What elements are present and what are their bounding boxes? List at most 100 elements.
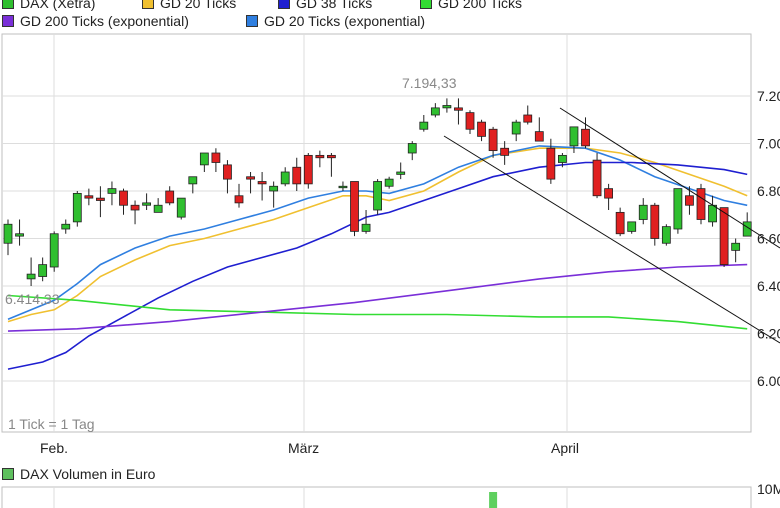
candle-body: [61, 223, 71, 230]
candle-body: [546, 147, 556, 180]
candle-body: [338, 185, 348, 189]
candle-body: [176, 197, 186, 218]
candle-body: [280, 171, 290, 185]
candle-body: [38, 264, 48, 277]
volume-legend-label: DAX Volumen in Euro: [20, 466, 156, 482]
candle-body: [188, 176, 198, 185]
y-tick-label: 6.00: [757, 373, 780, 389]
candle-body: [384, 178, 394, 187]
trend-line-lower: [443, 135, 780, 344]
legend-gd20-exp[interactable]: GD 20 Ticks (exponential): [246, 13, 425, 29]
legend-label: GD 20 Ticks (exponential): [264, 13, 426, 29]
candle-body: [534, 131, 544, 142]
candle-body: [326, 154, 336, 159]
candle-body: [523, 114, 533, 123]
candle-body: [246, 176, 255, 180]
candle-body: [199, 152, 209, 166]
candle-body: [650, 204, 660, 239]
legend-dax-xetra[interactable]: DAX (Xetra): [2, 0, 95, 11]
candle-body: [211, 152, 221, 163]
candle-body: [96, 197, 105, 201]
legend-gd200-exp[interactable]: GD 200 Ticks (exponential): [2, 13, 189, 29]
volume-axis-label: 10M: [757, 481, 780, 497]
legend-swatch-icon: [420, 0, 432, 9]
candle-body: [708, 204, 717, 223]
legend-label: GD 200 Ticks (exponential): [20, 13, 189, 29]
candle-body: [488, 128, 498, 152]
candle-body: [72, 192, 82, 223]
candle-body: [292, 166, 302, 185]
candle-body: [558, 154, 567, 163]
candle-body: [685, 195, 694, 206]
candle-body: [604, 188, 613, 199]
candle-body: [350, 181, 359, 232]
candle-body: [581, 128, 590, 147]
candle-body: [269, 185, 279, 192]
candle-body: [303, 154, 313, 185]
candle-body: [661, 226, 671, 244]
candle-body: [442, 105, 452, 109]
candle-body: [615, 211, 625, 235]
legend-label: GD 200 Ticks: [438, 0, 523, 11]
candle-body: [26, 273, 36, 280]
candle-body: [315, 154, 325, 159]
candle-body: [419, 121, 429, 130]
candle-body: [153, 204, 163, 213]
volume-legend[interactable]: DAX Volumen in Euro: [2, 466, 155, 482]
legend-swatch-icon: [246, 15, 258, 27]
candle-body: [3, 223, 13, 244]
series-line: [7, 263, 748, 332]
candle-body: [15, 233, 24, 237]
tick-note: 1 Tick = 1 Tag: [8, 416, 95, 432]
volume-pane: [1, 486, 752, 508]
legend-swatch-icon: [2, 0, 14, 9]
candle-body: [638, 204, 648, 220]
candle-body: [257, 181, 267, 185]
x-tick-label: April: [551, 440, 579, 456]
candle-body: [130, 204, 140, 211]
legend-gd38[interactable]: GD 38 Ticks: [278, 0, 372, 11]
legend-label: DAX (Xetra): [20, 0, 96, 11]
candle-body: [142, 202, 152, 206]
x-tick-label: März: [288, 440, 319, 456]
trend-line-upper: [559, 107, 780, 249]
candle-body: [569, 126, 579, 147]
plot-area: [1, 33, 752, 433]
legend-label: GD 38 Ticks: [296, 0, 373, 11]
candle-body: [511, 121, 521, 135]
candle-body: [627, 221, 637, 232]
legend-gd20[interactable]: GD 20 Ticks: [142, 0, 236, 11]
legend-label: GD 20 Ticks: [160, 0, 237, 11]
legend-swatch-icon: [142, 0, 154, 9]
candle-body: [454, 107, 463, 111]
legend-swatch-icon: [2, 15, 14, 27]
candle-body: [396, 171, 406, 175]
candle-body: [430, 107, 440, 116]
candle-body: [223, 164, 232, 180]
candle-body: [477, 121, 486, 137]
y-tick-label: 7.20: [757, 88, 780, 104]
candle-body: [107, 188, 117, 194]
candle-body: [373, 181, 383, 211]
candle-body: [742, 221, 752, 237]
y-tick-label: 6.80: [757, 183, 780, 199]
candle-body: [165, 190, 175, 204]
y-tick-label: 6.60: [757, 231, 780, 247]
candle-body: [696, 188, 706, 220]
candle-body: [49, 233, 59, 268]
candle-body: [84, 195, 94, 199]
candle-body: [719, 207, 729, 266]
low-annotation: 6.414,33: [5, 291, 60, 307]
candle-body: [119, 190, 128, 206]
candle-body: [673, 188, 683, 230]
legend-gd200[interactable]: GD 200 Ticks: [420, 0, 522, 11]
volume-swatch-icon: [2, 468, 14, 480]
high-annotation: 7.194,33: [402, 75, 457, 91]
x-tick-label: Feb.: [40, 440, 68, 456]
candle-body: [407, 143, 417, 154]
y-tick-label: 6.40: [757, 278, 780, 294]
candle-body: [465, 112, 475, 130]
candle-body: [234, 195, 244, 204]
candle-body: [500, 147, 510, 156]
